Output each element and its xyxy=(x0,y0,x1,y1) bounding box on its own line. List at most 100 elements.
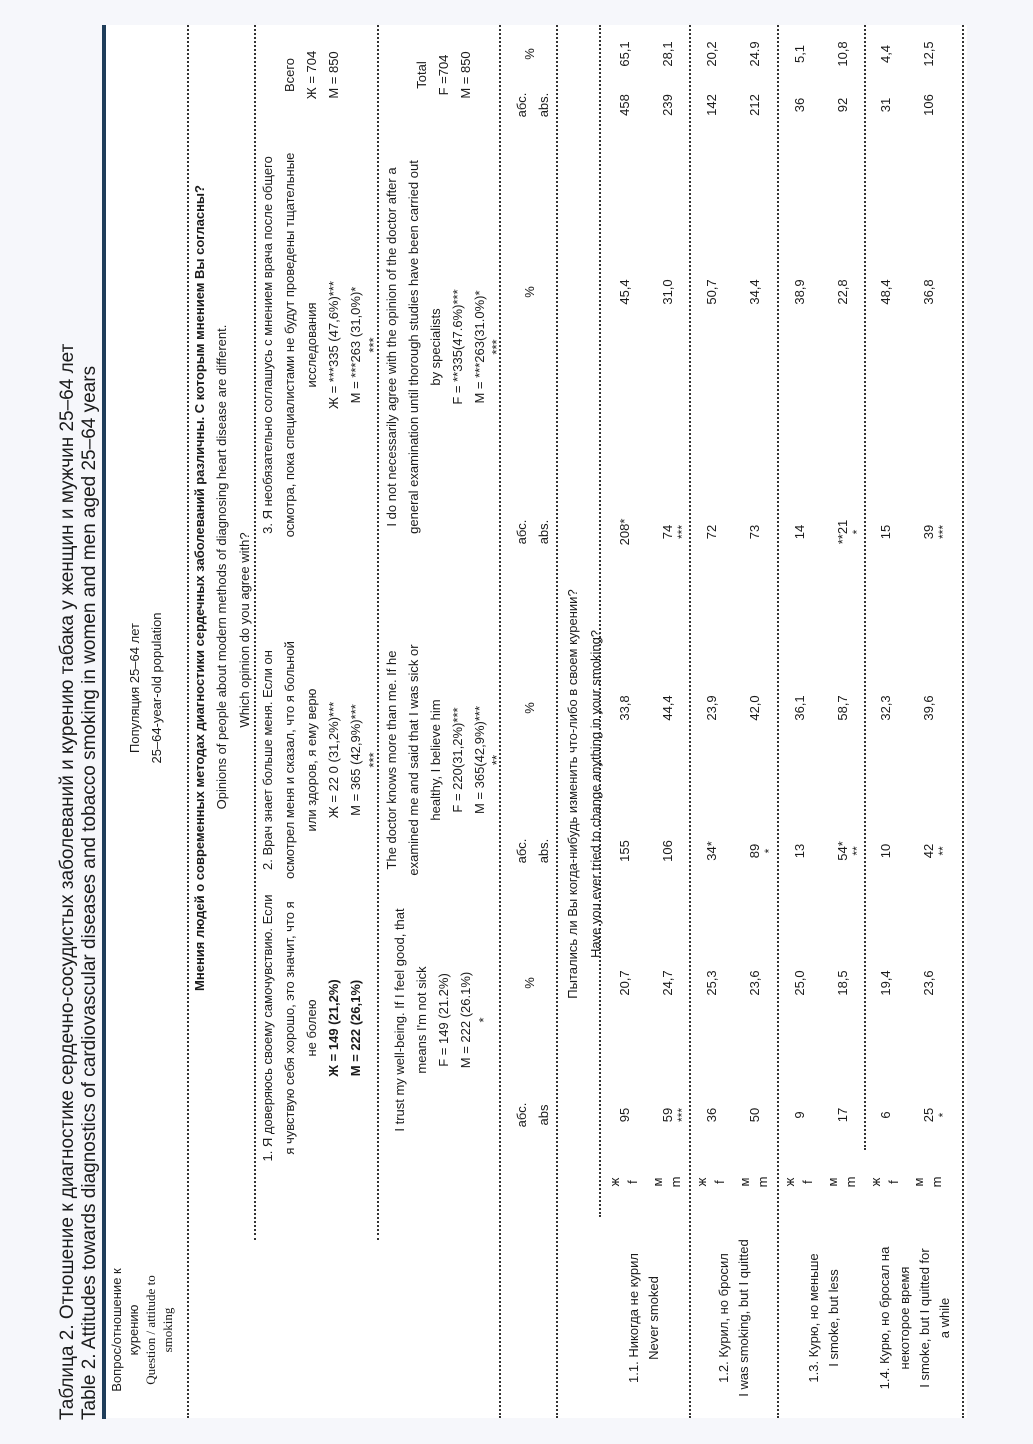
column-header-ru: абс. xyxy=(514,838,529,864)
table-cell: 95 xyxy=(616,1108,633,1122)
option-text: general examination until thorough studi… xyxy=(406,160,421,534)
divider xyxy=(254,25,256,1240)
cell-value: 10,8 xyxy=(835,41,850,67)
option-1-ru: 1. Я доверяюсь своему самочувствию. Если… xyxy=(257,894,367,1161)
table-cell: 48,4 xyxy=(877,279,894,304)
sex-label-en: m xyxy=(668,1176,683,1188)
table-cell: 42 ** xyxy=(920,843,950,859)
row-label-line: 1.2. Курил, но бросил xyxy=(716,1253,731,1383)
table-cell: 106 xyxy=(659,840,676,862)
total-label: Total xyxy=(414,61,429,89)
sex-label-en: f xyxy=(800,1180,815,1184)
table-cell: 22,8 xyxy=(834,279,851,304)
divider xyxy=(377,25,379,1240)
cell-significance: * xyxy=(850,529,864,535)
row-label-line: 1.4. Курю, но бросал на xyxy=(877,1246,892,1390)
column-header-ru: абс. xyxy=(514,92,529,118)
cell-significance: * xyxy=(936,1112,950,1118)
table-cell: 42,0 xyxy=(746,695,763,720)
cell-significance: *** xyxy=(936,525,950,540)
table-cell: 20,7 xyxy=(616,970,633,995)
divider xyxy=(499,25,501,1418)
row-divider xyxy=(777,25,779,1418)
option-count-f: Ж = ***335 (47,6%)*** xyxy=(326,281,341,410)
cell-significance: * xyxy=(762,848,776,854)
option-text: или здоров, я ему верю xyxy=(304,688,319,832)
table-cell: 23,6 xyxy=(920,970,937,995)
column-header: абс. abs. xyxy=(511,839,555,864)
column-header-en: abs xyxy=(536,1104,551,1126)
option-count-m: М = 365 (42,9%)*** xyxy=(348,704,363,816)
cell-value: 73 xyxy=(747,524,762,540)
total-f: Ж = 704 xyxy=(304,50,319,100)
smoking-question-ru: Пытались ли Вы когда-нибудь изменить что… xyxy=(565,589,580,999)
table-cell: 23,6 xyxy=(746,970,763,995)
cell-value: 10 xyxy=(878,843,893,859)
cell-value: 31 xyxy=(878,97,893,113)
cell-value: 208* xyxy=(617,518,632,546)
cell-value: 45,4 xyxy=(617,279,632,305)
cell-value: 89 xyxy=(747,843,762,859)
column-header-ru: % xyxy=(522,977,537,989)
cell-value: 4,4 xyxy=(878,44,893,64)
table-cell: 31 xyxy=(877,98,894,112)
table-cell: 458 xyxy=(616,94,633,116)
cell-significance: *** xyxy=(675,1108,689,1123)
option-text: 2. Врач знает больше меня. Если он xyxy=(260,650,275,870)
cell-value: 34,4 xyxy=(747,279,762,305)
divider xyxy=(556,25,558,1418)
row-label-line: некоторое время xyxy=(897,1266,912,1370)
option-1-en: I trust my well-being. If I feel good, t… xyxy=(389,908,491,1131)
column-header-ru: % xyxy=(522,286,537,298)
table-cell: 36 xyxy=(791,98,808,112)
option-count-f: F = 220(31,2%)*** xyxy=(450,707,465,813)
sex-label-ru: ж xyxy=(782,1177,797,1187)
total-ru: Всего Ж = 704 М = 850 xyxy=(279,51,345,100)
table-cell: 36,8 xyxy=(920,279,937,304)
table-cell: 92 xyxy=(834,98,851,112)
column-header: % xyxy=(519,977,541,989)
table-cell: 44,4 xyxy=(659,695,676,720)
sex-label-en: m xyxy=(755,1176,770,1188)
smoking-question-en: Have you ever tried to change anything i… xyxy=(588,629,603,959)
table-title-en: Table 2. Attitudes towards diagnostics o… xyxy=(79,365,100,1420)
sex-label-ru: м xyxy=(650,1177,665,1187)
table-cell: 65,1 xyxy=(616,41,633,66)
option-text: by specialists xyxy=(428,308,443,386)
opinions-title-ru: Мнения людей о современных методах диагн… xyxy=(192,185,207,991)
option-count-m: M = 365(42,9%)*** xyxy=(472,705,487,815)
cell-value: 74 xyxy=(660,524,675,540)
table-cell: 36,1 xyxy=(791,695,808,720)
total-m: М = 850 xyxy=(326,51,341,99)
table-cell: 18,5 xyxy=(834,970,851,995)
sex-label-ru: ж xyxy=(607,1177,622,1187)
population-ru: Популяция 25–64 лет xyxy=(127,623,142,753)
sex-label-en: f xyxy=(625,1180,640,1184)
table-cell: 74 *** xyxy=(659,524,689,540)
column-header-ru: абс. xyxy=(514,1102,529,1128)
row-label-line: 1.1. Никогда не курил xyxy=(626,1253,641,1383)
column-header-en: abs. xyxy=(536,838,551,864)
table-top-rule xyxy=(102,25,106,1419)
cell-value: 23,9 xyxy=(704,695,719,721)
option-count-m: M = ***263(31.0%)* xyxy=(472,290,487,404)
option-count-m: M = 222 (26.1%) xyxy=(458,971,473,1069)
cell-value: 25,0 xyxy=(792,970,807,996)
option-count-f: F = 149 (21.2%) xyxy=(436,973,451,1067)
cell-value: 23,6 xyxy=(747,970,762,996)
option-text: I trust my well-being. If I feel good, t… xyxy=(392,908,407,1132)
column-header-ru: абс. xyxy=(514,519,529,545)
table-cell: 31,0 xyxy=(659,279,676,304)
option-significance: ** xyxy=(489,754,504,766)
sex-label-en: f xyxy=(712,1180,727,1184)
table-cell: 89 * xyxy=(746,843,776,859)
cell-value: 106 xyxy=(921,94,936,116)
option-3-en: I do not necessarily agree with the opin… xyxy=(381,160,504,534)
cell-value: 36 xyxy=(704,1107,719,1123)
row-label: 1.1. Никогда не курил Never smoked xyxy=(624,1253,664,1383)
row-divider xyxy=(962,25,964,1418)
table-cell: 17 xyxy=(834,1108,851,1122)
table-cell: 39,6 xyxy=(920,695,937,720)
table-cell: 23,9 xyxy=(703,695,720,720)
cell-value: 42 xyxy=(921,843,936,859)
